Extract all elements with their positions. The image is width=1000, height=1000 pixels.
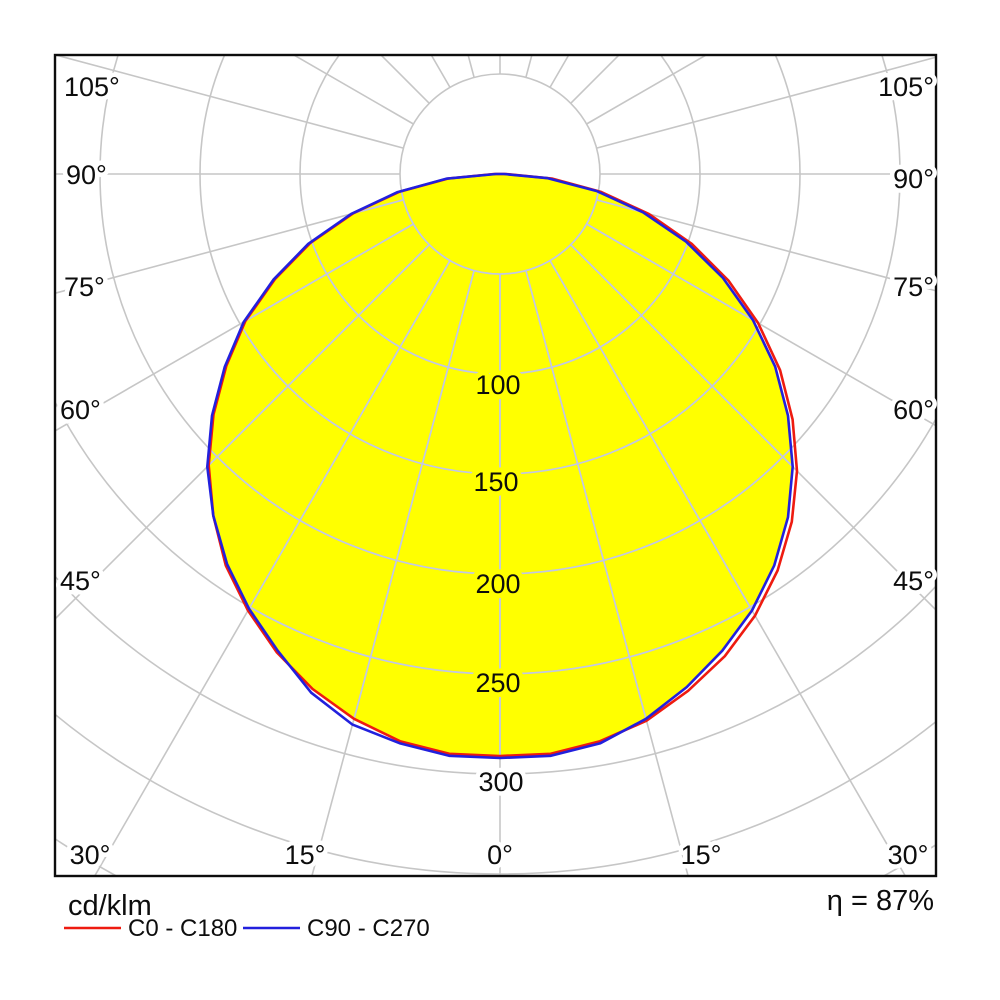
curve-c90-c270 bbox=[206, 172, 794, 760]
grid-radial-75 bbox=[596, 199, 936, 292]
grid-radial-285 bbox=[55, 199, 404, 295]
angle-label-left-90: 90° bbox=[66, 160, 107, 190]
legend-label-c0: C0 - C180 bbox=[128, 915, 237, 942]
angle-label-bottom-3-15: 15° bbox=[681, 840, 722, 870]
grid-radial-255 bbox=[55, 55, 404, 149]
angle-label-bottom-1-15: 15° bbox=[285, 840, 326, 870]
grid-radial-60 bbox=[586, 223, 793, 756]
legend: cd/klm C0 - C180 C90 - C270 bbox=[64, 890, 430, 942]
grid-radial-105 bbox=[596, 56, 936, 149]
angle-label-bottom-0-30: 30° bbox=[70, 840, 111, 870]
angle-label-right-60: 60° bbox=[893, 395, 934, 425]
angle-label-left-60: 60° bbox=[60, 395, 101, 425]
grid-radial-315 bbox=[208, 244, 430, 756]
angle-label-left-45: 45° bbox=[60, 566, 101, 596]
grid-radial-300 bbox=[208, 223, 414, 756]
grid-radial-330 bbox=[208, 260, 451, 756]
grid-radial-30 bbox=[549, 260, 793, 756]
efficiency-value: η = 87% bbox=[827, 885, 934, 917]
ring-label-200: 200 bbox=[475, 569, 520, 599]
angle-label-right-90: 90° bbox=[893, 164, 934, 194]
axis-labels: 100 150 200 250 300 105° 90° 75° 60° 45° 105° 90° 75… bbox=[56, 68, 939, 875]
legend-label-c90: C90 - C270 bbox=[307, 915, 430, 942]
angle-label-right-75: 75° bbox=[893, 272, 934, 302]
angle-label-right-45: 45° bbox=[893, 566, 934, 596]
grid-radial-45 bbox=[570, 244, 793, 756]
ring-label-100: 100 bbox=[475, 370, 520, 400]
plot-frame bbox=[53, 53, 938, 878]
radial-unit-label: cd/klm bbox=[68, 890, 152, 922]
angle-label-right-105: 105° bbox=[878, 72, 934, 102]
grid-radial-345 bbox=[208, 270, 475, 756]
ring-label-150: 150 bbox=[473, 467, 518, 497]
angle-label-left-75: 75° bbox=[64, 272, 105, 302]
angle-label-left-105: 105° bbox=[64, 72, 120, 102]
grid-radial-15 bbox=[525, 270, 793, 756]
ring-label-250: 250 bbox=[475, 668, 520, 698]
ring-label-300: 300 bbox=[478, 767, 523, 797]
angle-label-bottom-4-30: 30° bbox=[888, 840, 929, 870]
angle-label-bottom-2-0: 0° bbox=[487, 840, 513, 870]
